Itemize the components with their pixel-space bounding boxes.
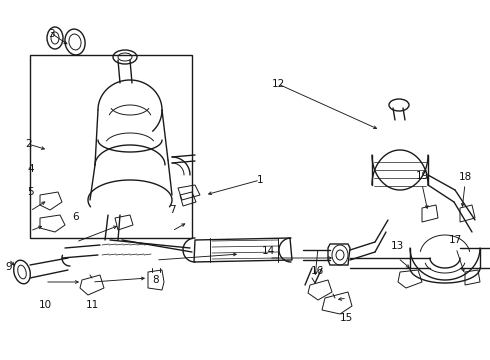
Text: 6: 6 [73,212,79,222]
Text: 15: 15 [340,312,354,323]
Text: 16: 16 [311,266,324,276]
Text: 13: 13 [391,240,405,251]
Text: 3: 3 [48,29,55,39]
Text: 17: 17 [449,235,463,246]
Text: 19: 19 [416,171,429,181]
Text: 11: 11 [85,300,99,310]
Ellipse shape [14,260,30,284]
Text: 5: 5 [27,186,34,197]
Text: 7: 7 [169,204,176,215]
Text: 2: 2 [25,139,32,149]
Ellipse shape [65,29,85,55]
Text: 10: 10 [39,300,51,310]
Text: 18: 18 [459,172,472,182]
Ellipse shape [47,27,63,49]
Bar [30,55,192,238]
Text: 12: 12 [271,78,285,89]
Text: 8: 8 [152,275,159,285]
Text: 9: 9 [5,262,12,272]
Text: 14: 14 [262,246,275,256]
Text: 4: 4 [27,164,34,174]
Text: 1: 1 [256,175,263,185]
Polygon shape [194,238,292,262]
